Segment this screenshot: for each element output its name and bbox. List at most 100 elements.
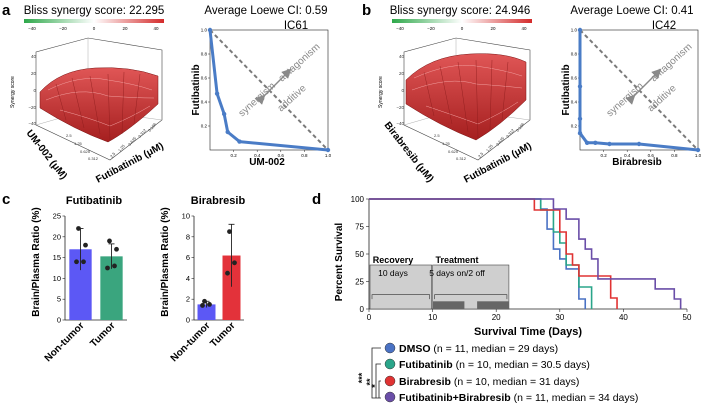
isobole-point xyxy=(577,116,583,122)
y-tick-label: 0.4 xyxy=(201,100,208,105)
a-z-tick: −20 xyxy=(28,105,36,110)
d-treatment-label: Treatment xyxy=(435,255,478,265)
x-tick-label: 0.6 xyxy=(648,153,655,158)
a-colorbar-tick: 20 xyxy=(122,26,128,31)
survival-curve-dmso xyxy=(369,198,587,309)
data-point xyxy=(232,260,237,266)
a-synergy-surface xyxy=(35,37,163,161)
bracket-inner xyxy=(378,380,381,398)
y-tick-label: 0.8 xyxy=(571,52,578,57)
x-tick-label: 10 xyxy=(428,313,437,322)
isobole-point xyxy=(214,91,220,96)
b-x-tick: 2.5 xyxy=(477,151,485,159)
b-annot-antagonism: antagonism xyxy=(649,41,695,84)
isobole-point xyxy=(577,131,583,136)
legend-marker-combo xyxy=(384,391,396,403)
a-annot-antagonism: antagonism xyxy=(277,41,323,84)
isobole-point xyxy=(221,111,227,117)
a-iso-xlabel: UM-002 xyxy=(249,157,285,168)
survival-curve-futibatinib-birabresib xyxy=(369,198,682,309)
b-z-tick: −20 xyxy=(396,105,404,110)
d-treatment-annotation: Recovery 10 days Treatment 5 days on/2 o… xyxy=(373,255,486,278)
recovery-brace xyxy=(371,294,430,300)
b-colorbar-tick: 0 xyxy=(461,26,464,31)
isobole-point xyxy=(225,129,230,135)
d-xlabel: Survival Time (Days) xyxy=(474,326,582,338)
data-point xyxy=(225,270,230,276)
isobole-point xyxy=(237,139,242,144)
y-tick-label: 15 xyxy=(53,253,61,262)
b-y-label: Birabresib (μM) xyxy=(382,120,436,185)
a-y-tick: 0.312 xyxy=(88,156,99,161)
b-z-tick: 0 xyxy=(401,88,404,93)
b-x-tick: 0.156 xyxy=(515,121,526,132)
y-tick-label: 10 xyxy=(182,212,190,221)
b-annot-additive: additive xyxy=(646,83,679,115)
a-annot-additive: additive xyxy=(276,83,309,115)
a-x-tick: 0.312 xyxy=(137,127,148,138)
recovery-box xyxy=(369,264,432,310)
b-z-tick: 40 xyxy=(399,54,405,59)
y-tick-label: 0.8 xyxy=(201,52,208,57)
y-tick-label: 0 xyxy=(186,316,190,325)
y-tick-label: 0.4 xyxy=(571,100,578,105)
isobole-point xyxy=(607,141,612,147)
x-tick-label: 0.8 xyxy=(671,153,678,158)
y-tick-label: 25 xyxy=(53,212,61,221)
legend-marker-dmso xyxy=(384,342,396,354)
category-label: Non-tumor xyxy=(43,320,87,364)
a-iso-subtitle: IC61 xyxy=(284,20,308,32)
data-point xyxy=(207,302,212,307)
panel-d-label: d xyxy=(312,191,321,208)
c2-ylabel: Brain/Plasma Ratio (%) xyxy=(160,207,171,316)
a-annot-synergism: synergism xyxy=(237,81,278,120)
b-x-label: Futibatinib (μM) xyxy=(462,141,533,186)
treatment-block xyxy=(432,301,465,309)
b-y-tick: 0.625 xyxy=(448,149,459,154)
a-colorbar xyxy=(24,19,164,23)
a-x-label: Futibatinib (μM) xyxy=(94,141,165,186)
bracket-outer xyxy=(371,347,381,399)
a-x-tick: 2.5 xyxy=(109,151,117,159)
x-tick-label: 20 xyxy=(492,313,501,322)
a-iso-frame xyxy=(209,29,329,151)
data-point xyxy=(200,303,205,308)
bar xyxy=(100,256,123,320)
b-colorbar-title: Bliss synergy score: 24.946 xyxy=(390,5,531,17)
isobole-point xyxy=(207,27,213,33)
legend-marker-futibatinib xyxy=(384,358,396,370)
x-tick-label: 0.4 xyxy=(624,153,631,158)
survival-curve-birabresib xyxy=(369,198,618,309)
b-x-tick: 0.625 xyxy=(495,135,506,146)
y-tick-label: 10 xyxy=(53,274,61,283)
isobole-point xyxy=(593,140,598,145)
isobole-point xyxy=(325,147,331,153)
y-tick-label: 2 xyxy=(186,295,190,304)
b-iso-title: Average Loewe CI: 0.41 xyxy=(570,5,693,17)
x-tick-label: 0.4 xyxy=(254,153,261,158)
b-colorbar-tick: 40 xyxy=(521,26,527,31)
data-point xyxy=(227,229,232,235)
c1-ylabel: Brain/Plasma Ratio (%) xyxy=(31,207,42,316)
d-significance-brackets xyxy=(371,347,381,399)
a-z-tick: 20 xyxy=(31,71,37,76)
sig-inner: * xyxy=(370,384,380,388)
sig-outer: *** xyxy=(357,372,367,383)
isobole-point xyxy=(577,84,583,89)
b-colorbar-tick: −20 xyxy=(427,26,435,31)
a-colorbar-title: Bliss synergy score: 22.295 xyxy=(24,5,165,17)
b-z-tick: 20 xyxy=(399,71,405,76)
y-tick-label: 6 xyxy=(186,253,190,262)
b-z-tick: −40 xyxy=(396,121,404,126)
category-label: Non-tumor xyxy=(169,320,213,364)
y-tick-label: 0.2 xyxy=(571,124,578,129)
sig-middle: ** xyxy=(365,378,375,386)
y-tick-label: 50 xyxy=(355,250,364,259)
x-tick-label: 1.0 xyxy=(325,153,332,158)
data-point xyxy=(114,246,119,252)
data-point xyxy=(83,242,88,248)
category-label: Tumor xyxy=(88,320,117,349)
y-tick-label: 0 xyxy=(360,305,365,314)
a-z-tick: −40 xyxy=(28,121,36,126)
